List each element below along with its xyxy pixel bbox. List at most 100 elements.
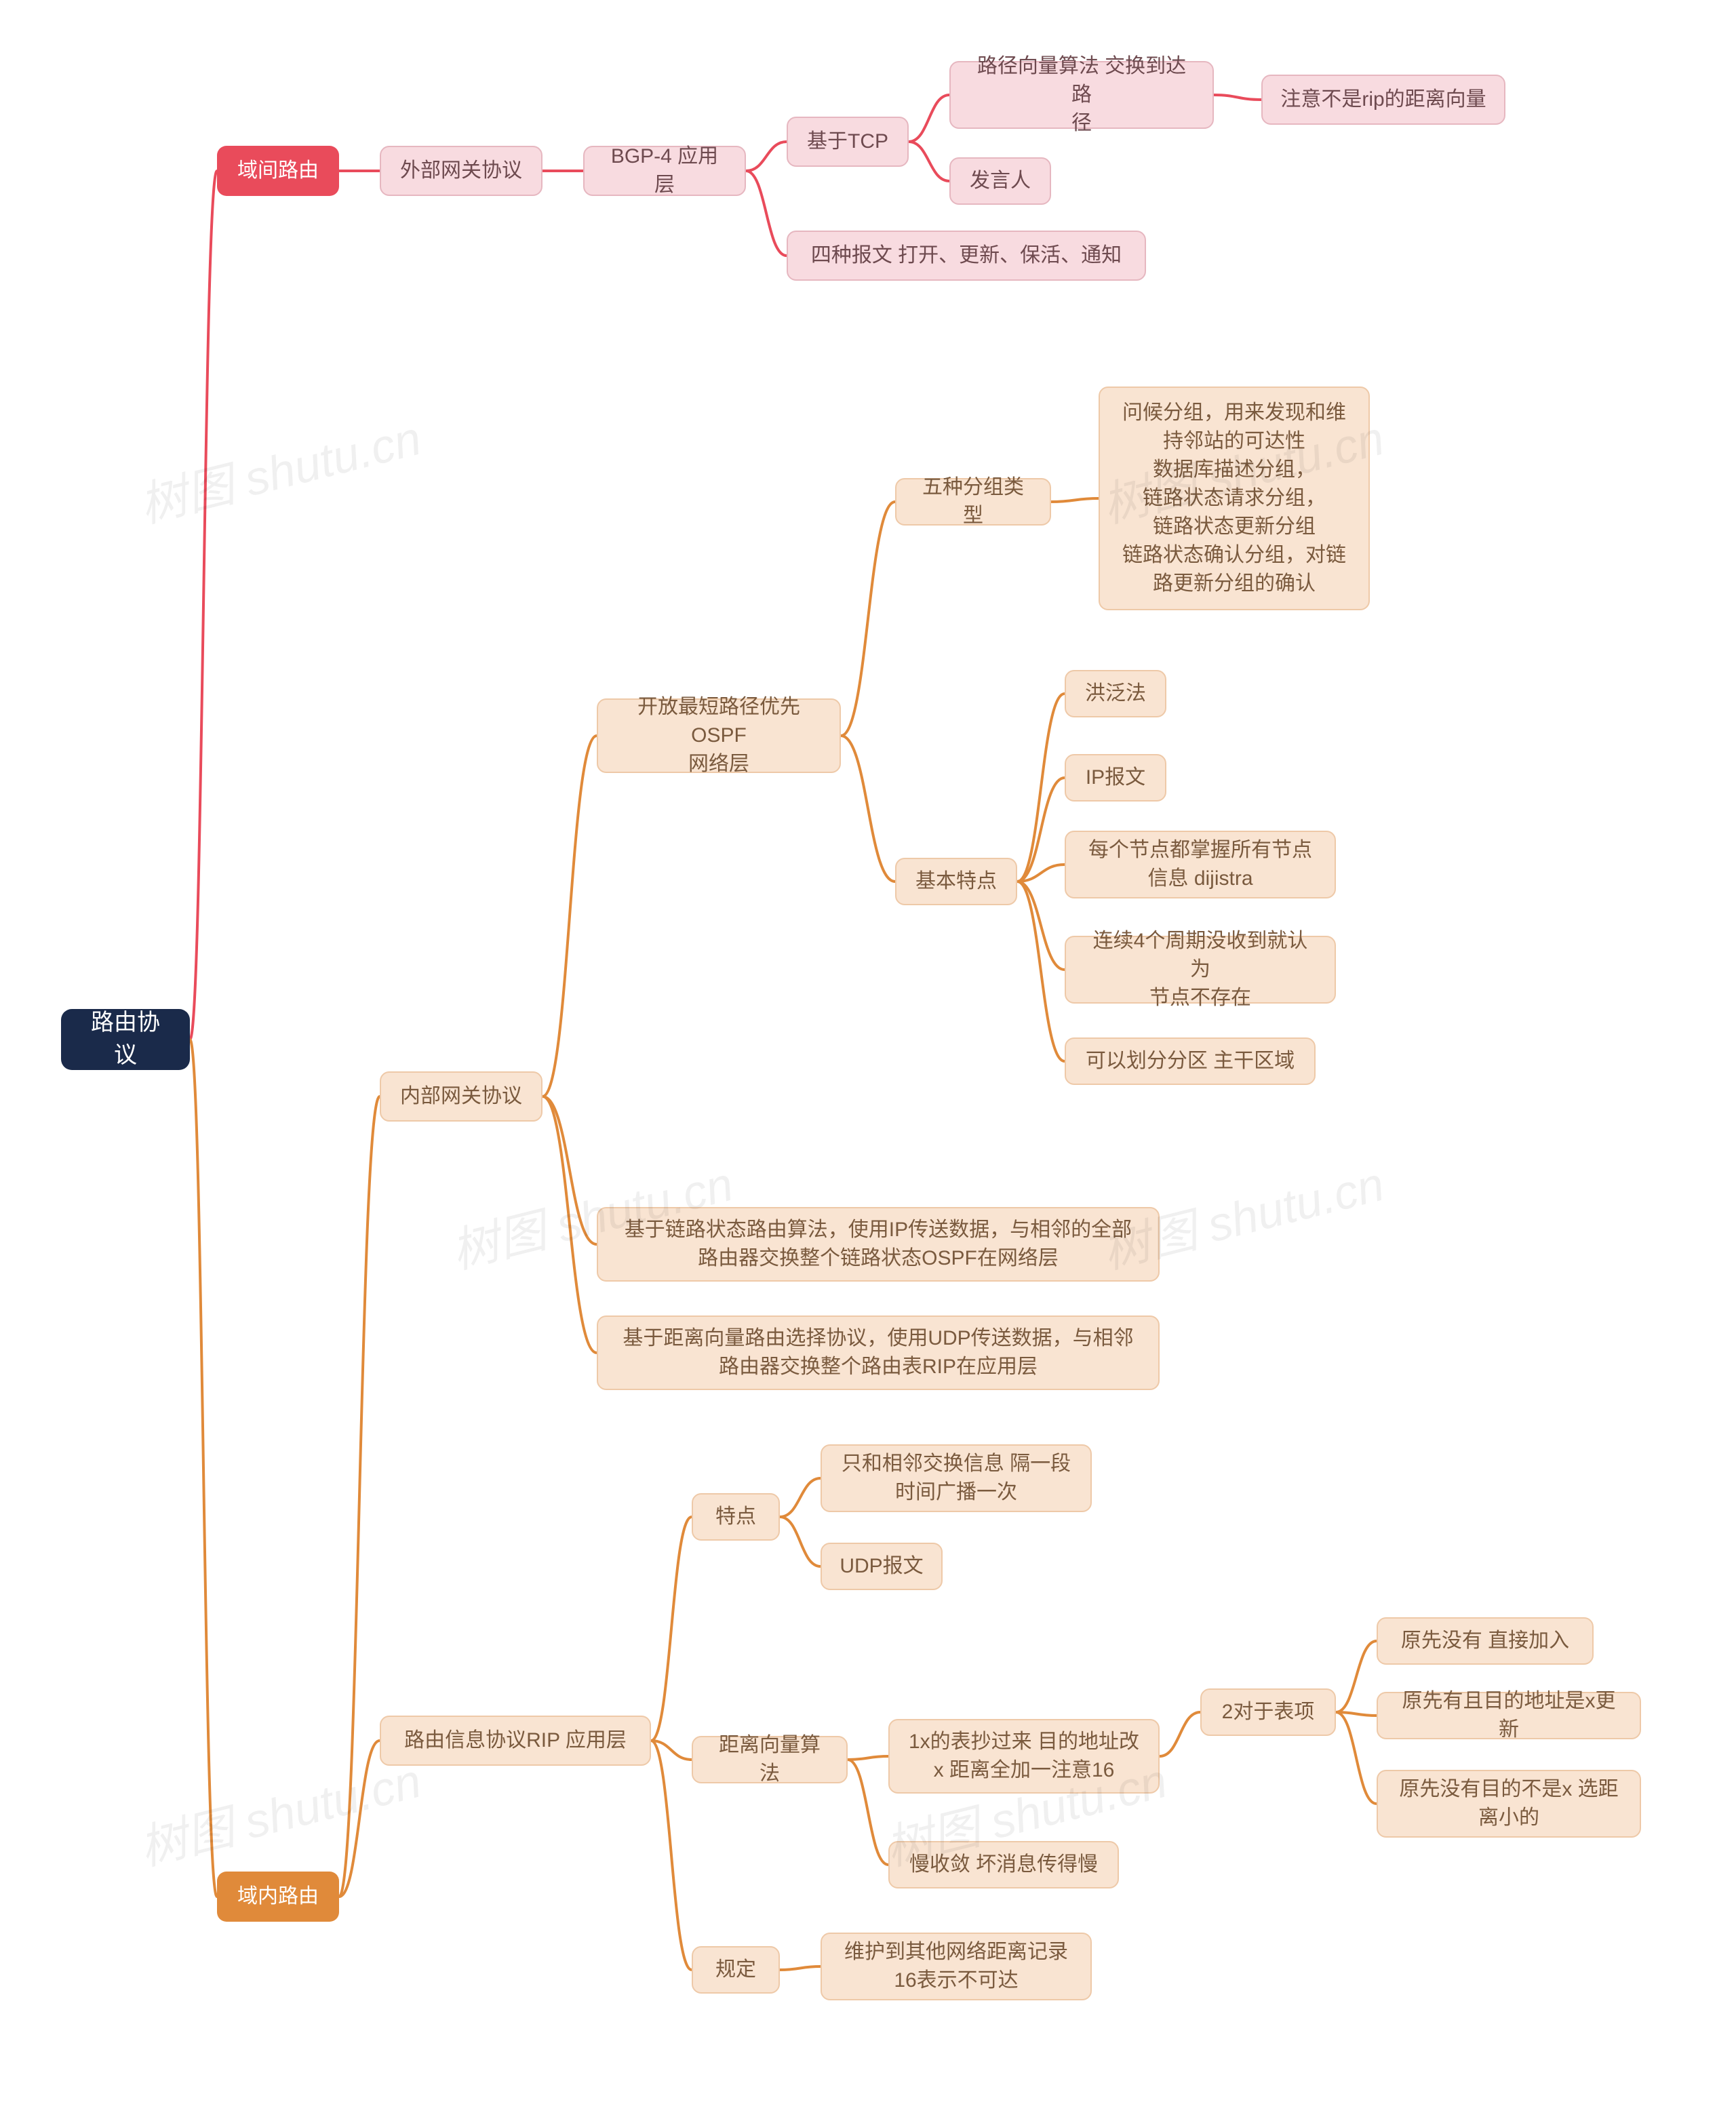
node-dij[interactable]: 每个节点都掌握所有节点 信息 dijistra	[1065, 831, 1336, 898]
watermark: 树图 shutu.cn	[132, 400, 427, 536]
node-label: 开放最短路径优先OSPF 网络层	[616, 693, 822, 778]
node-igp[interactable]: 内部网关协议	[380, 1071, 542, 1122]
connector	[542, 1096, 597, 1244]
node-intra[interactable]: 域内路由	[217, 1872, 339, 1922]
connector	[339, 1741, 380, 1897]
node-label: 问候分组，用来发现和维 持邻站的可达性 数据库描述分组， 链路状态请求分组， 链…	[1122, 399, 1346, 598]
node-label: 2对于表项	[1222, 1698, 1315, 1726]
connector	[1051, 498, 1099, 502]
node-bgp[interactable]: BGP-4 应用层	[583, 146, 746, 196]
node-label: 基于TCP	[807, 127, 888, 156]
node-label: 五种分组类型	[914, 473, 1032, 530]
node-label: 只和相邻交换信息 隔一段 时间广播一次	[842, 1450, 1071, 1507]
connector	[746, 171, 787, 256]
node-area[interactable]: 可以划分分区 主干区域	[1065, 1037, 1316, 1085]
node-label: 内部网关协议	[400, 1082, 522, 1111]
node-egp[interactable]: 外部网关协议	[380, 146, 542, 196]
node-tcp[interactable]: 基于TCP	[787, 117, 909, 167]
connector	[1017, 882, 1065, 1061]
connector	[746, 142, 787, 171]
node-inter[interactable]: 域间路由	[217, 146, 339, 196]
node-pair2[interactable]: 2对于表项	[1200, 1688, 1336, 1736]
node-label: BGP-4 应用层	[602, 142, 727, 199]
node-rule[interactable]: 规定	[692, 1946, 780, 1994]
connector	[339, 1096, 380, 1897]
node-label: 路由协议	[81, 1007, 170, 1071]
node-label: 注意不是rip的距离向量	[1280, 85, 1486, 114]
connector	[1017, 694, 1065, 882]
node-notrip[interactable]: 注意不是rip的距离向量	[1261, 75, 1505, 125]
connector	[1160, 1712, 1200, 1756]
node-rip[interactable]: 路由信息协议RIP 应用层	[380, 1716, 651, 1766]
node-label: 路径向量算法 交换到达路 径	[968, 52, 1195, 138]
node-label: IP报文	[1086, 764, 1145, 792]
node-label: 原先没有 直接加入	[1401, 1627, 1569, 1655]
node-feat[interactable]: 基本特点	[895, 858, 1017, 905]
connector	[651, 1517, 692, 1741]
node-ospf[interactable]: 开放最短路径优先OSPF 网络层	[597, 698, 841, 773]
node-speaker[interactable]: 发言人	[949, 157, 1051, 205]
node-ripft2[interactable]: UDP报文	[821, 1543, 943, 1590]
connector	[841, 736, 895, 882]
node-label: 连续4个周期没收到就认为 节点不存在	[1084, 927, 1317, 1012]
node-ripft1[interactable]: 只和相邻交换信息 隔一段 时间广播一次	[821, 1444, 1092, 1512]
node-rule1[interactable]: 维护到其他网络距离记录 16表示不可达	[821, 1933, 1092, 2000]
node-label: 距离向量算法	[711, 1731, 829, 1788]
node-root[interactable]: 路由协议	[61, 1009, 190, 1070]
node-label: 慢收敛 坏消息传得慢	[909, 1851, 1098, 1879]
node-ripft[interactable]: 特点	[692, 1493, 780, 1541]
connector	[841, 502, 895, 736]
node-label: 基本特点	[915, 867, 997, 896]
node-label: 外部网关协议	[400, 157, 522, 185]
node-pkt5d[interactable]: 问候分组，用来发现和维 持邻站的可达性 数据库描述分组， 链路状态请求分组， 链…	[1099, 387, 1370, 610]
connector	[848, 1756, 888, 1760]
node-label: 路由信息协议RIP 应用层	[404, 1726, 627, 1755]
node-p2c[interactable]: 原先没有目的不是x 选距 离小的	[1377, 1770, 1641, 1838]
connector	[651, 1741, 692, 1760]
node-ippkt[interactable]: IP报文	[1065, 754, 1166, 802]
node-label: 每个节点都掌握所有节点 信息 dijistra	[1088, 836, 1312, 893]
node-label: 原先有且目的地址是x更新	[1396, 1687, 1622, 1744]
node-label: 洪泛法	[1085, 679, 1146, 708]
node-label: 可以划分分区 主干区域	[1086, 1047, 1295, 1075]
node-label: 域内路由	[237, 1882, 319, 1911]
node-p2b[interactable]: 原先有且目的地址是x更新	[1377, 1692, 1641, 1739]
node-slow[interactable]: 慢收敛 坏消息传得慢	[888, 1841, 1119, 1888]
node-label: 域间路由	[237, 157, 319, 185]
node-pathv[interactable]: 路径向量算法 交换到达路 径	[949, 61, 1214, 129]
node-copy[interactable]: 1x的表抄过来 目的地址改 x 距离全加一注意16	[888, 1719, 1160, 1794]
connector	[651, 1741, 692, 1970]
node-p2a[interactable]: 原先没有 直接加入	[1377, 1617, 1594, 1665]
connector	[780, 1478, 821, 1517]
connector	[1017, 865, 1065, 882]
node-label: 基于链路状态路由算法，使用IP传送数据，与相邻的全部 路由器交换整个链路状态OS…	[625, 1216, 1132, 1273]
connector	[780, 1517, 821, 1566]
node-label: 四种报文 打开、更新、保活、通知	[811, 241, 1122, 270]
connector	[909, 95, 949, 142]
node-lsr[interactable]: 基于链路状态路由算法，使用IP传送数据，与相邻的全部 路由器交换整个链路状态OS…	[597, 1207, 1160, 1282]
connector	[848, 1760, 888, 1865]
node-dva[interactable]: 距离向量算法	[692, 1736, 848, 1783]
connector	[1017, 778, 1065, 882]
node-label: 原先没有目的不是x 选距 离小的	[1399, 1775, 1618, 1832]
connector	[909, 142, 949, 181]
node-label: 维护到其他网络距离记录 16表示不可达	[844, 1938, 1068, 1995]
node-pkt5[interactable]: 五种分组类型	[895, 478, 1051, 526]
connector	[190, 1040, 217, 1897]
connector	[1336, 1712, 1377, 1804]
node-label: 发言人	[970, 167, 1031, 195]
node-msgs[interactable]: 四种报文 打开、更新、保活、通知	[787, 231, 1146, 281]
node-label: 特点	[715, 1503, 756, 1531]
node-miss4[interactable]: 连续4个周期没收到就认为 节点不存在	[1065, 936, 1336, 1004]
node-label: 基于距离向量路由选择协议，使用UDP传送数据，与相邻 路由器交换整个路由表RIP…	[623, 1324, 1133, 1381]
connector	[780, 1966, 821, 1970]
connector	[1336, 1712, 1377, 1716]
connector	[1017, 882, 1065, 970]
connector	[542, 736, 597, 1096]
node-dvr[interactable]: 基于距离向量路由选择协议，使用UDP传送数据，与相邻 路由器交换整个路由表RIP…	[597, 1315, 1160, 1390]
connector	[1214, 95, 1261, 100]
node-label: 1x的表抄过来 目的地址改 x 距离全加一注意16	[909, 1728, 1139, 1785]
connector	[190, 171, 217, 1040]
connector	[1336, 1641, 1377, 1712]
node-flood[interactable]: 洪泛法	[1065, 670, 1166, 717]
